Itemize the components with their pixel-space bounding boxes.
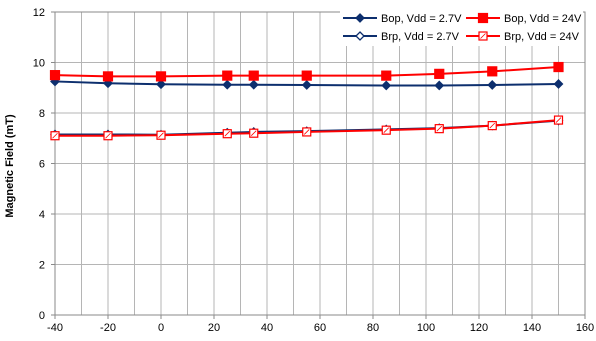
legend-marker (355, 13, 365, 23)
y-tick-label: 10 (33, 58, 45, 70)
data-point (487, 121, 497, 131)
data-point (103, 131, 113, 141)
legend-label: Bop, Vdd = 2.7V (381, 13, 462, 25)
series-line (54, 66, 559, 78)
data-point (249, 128, 259, 138)
data-point (302, 127, 312, 137)
data-point (487, 66, 498, 77)
y-tick-label: 6 (39, 159, 45, 171)
x-tick-label: -40 (47, 322, 63, 334)
tick-labels: -40 -20 0 20 40 60 80 100 120 140 160 0 2 4 6 8 10 12 (33, 7, 594, 334)
legend-label: Brp, Vdd = 24V (504, 31, 580, 43)
y-axis-label: Magnetic Field (mT) (4, 114, 16, 218)
series-line (54, 80, 559, 87)
series-0 (50, 76, 564, 91)
data-point (222, 129, 232, 139)
legend-item: Bop, Vdd = 2.7V (343, 13, 462, 25)
legend-marker (477, 12, 489, 24)
data-point (434, 124, 444, 134)
x-tick-label: 20 (208, 322, 220, 334)
data-point (156, 79, 166, 90)
legend-item: Brp, Vdd = 2.7V (343, 31, 460, 43)
x-tick-label: 80 (367, 322, 379, 334)
y-tick-label: 8 (39, 108, 45, 120)
grid (54, 11, 586, 316)
data-point (248, 70, 259, 81)
y-tick-label: 2 (39, 260, 45, 272)
data-point (553, 61, 564, 73)
data-point (49, 70, 61, 81)
data-point (222, 79, 233, 90)
data-point (102, 71, 114, 82)
data-point (155, 71, 167, 82)
x-tick-label: 100 (417, 322, 435, 334)
data-point (301, 80, 312, 90)
series-3 (50, 115, 564, 141)
series (49, 61, 564, 141)
legend-marker (478, 31, 488, 41)
data-point (553, 79, 564, 89)
legend-background (340, 10, 583, 46)
data-point (487, 80, 498, 90)
y-tick-label: 12 (33, 7, 45, 19)
y-tick-label: 0 (39, 310, 45, 322)
x-tick-label: 60 (314, 322, 326, 334)
data-point (434, 68, 445, 79)
series-line (55, 119, 559, 137)
x-tick-label: 120 (470, 322, 488, 334)
legend-item: Brp, Vdd = 24V (466, 31, 580, 43)
data-point (156, 130, 166, 140)
x-tick-label: 0 (158, 322, 164, 334)
legend-item: Bop, Vdd = 24V (466, 12, 582, 25)
data-point (381, 70, 392, 81)
data-point (50, 131, 60, 141)
data-point (301, 70, 312, 81)
series-1 (49, 61, 564, 82)
legend-label: Brp, Vdd = 2.7V (381, 31, 460, 43)
data-point (222, 70, 233, 81)
legend-marker (355, 31, 365, 41)
data-point (553, 115, 564, 125)
legend: Bop, Vdd = 2.7V Bop, Vdd = 24V Brp, Vdd = … (340, 10, 583, 46)
data-point (381, 125, 391, 135)
x-tick-label: -20 (100, 322, 116, 334)
axes (51, 11, 586, 319)
x-tick-label: 160 (576, 322, 594, 334)
data-point (381, 80, 392, 91)
legend-label: Bop, Vdd = 24V (504, 13, 582, 25)
x-tick-label: 140 (523, 322, 541, 334)
data-point (248, 79, 259, 90)
y-tick-label: 4 (39, 209, 45, 221)
x-tick-label: 40 (261, 322, 273, 334)
data-point (434, 80, 445, 91)
